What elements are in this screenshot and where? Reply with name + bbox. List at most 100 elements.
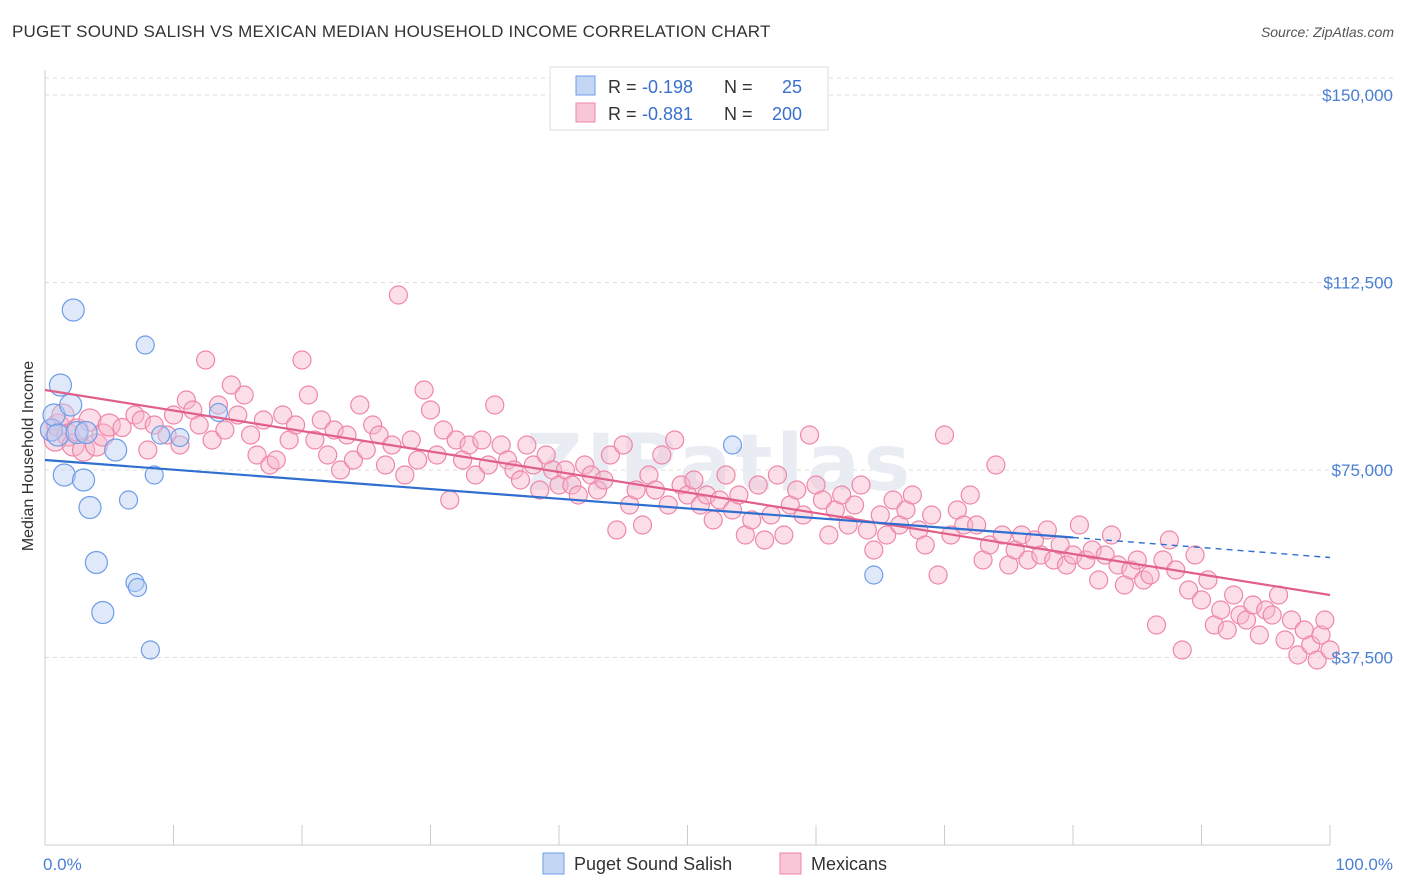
- mexicans-point: [144, 415, 164, 435]
- mexicans-point: [864, 540, 884, 560]
- mexicans-point: [427, 445, 447, 465]
- mexicans-point: [408, 450, 428, 470]
- mexicans-point: [754, 530, 775, 550]
- mexicans-point: [1281, 610, 1302, 630]
- mexicans-point: [1307, 650, 1327, 670]
- mexicans-point: [658, 495, 678, 515]
- mexicans-point: [915, 535, 935, 555]
- mexicans-point: [247, 445, 267, 465]
- mexicans-point: [774, 525, 794, 545]
- chart-title: PUGET SOUND SALISH VS MEXICAN MEDIAN HOU…: [12, 22, 771, 41]
- mexicans-point: [645, 480, 665, 500]
- mexicans-point: [587, 480, 608, 500]
- mexicans-points: [39, 285, 1340, 670]
- mexicans-point: [78, 408, 102, 432]
- salish-point: [127, 577, 148, 598]
- mexicans-point: [356, 440, 376, 460]
- bottom-legend-label-mexicans: Mexicans: [811, 854, 887, 874]
- mexicans-point: [298, 385, 319, 405]
- salish-point: [722, 435, 743, 455]
- mexicans-point: [742, 510, 762, 530]
- salish-point: [170, 427, 190, 448]
- mexicans-point: [748, 475, 768, 495]
- mexicans-point: [196, 350, 216, 370]
- bottom-legend: Puget Sound Salish Mexicans: [542, 852, 887, 875]
- trend-lines: [44, 388, 1331, 597]
- mexicans-point: [832, 485, 852, 505]
- legend-r-value-2: -0.881: [642, 104, 693, 124]
- y-tick-label: $37,500: [1332, 649, 1393, 668]
- mexicans-point: [176, 390, 196, 410]
- mexicans-point: [613, 435, 633, 455]
- salish-point: [74, 420, 98, 445]
- legend-r-label-1: R =: [608, 77, 637, 97]
- mexicans-point: [1185, 545, 1205, 565]
- mexicans-point: [485, 395, 505, 415]
- mexicans-point: [600, 445, 621, 465]
- mexicans-point: [343, 450, 363, 470]
- legend-frame: [549, 66, 829, 131]
- legend-r-label-2: R =: [608, 104, 637, 124]
- mexicans-point: [215, 420, 235, 440]
- mexicans-point: [1140, 565, 1160, 585]
- mexicans-point: [305, 430, 325, 450]
- mexicans-point: [459, 435, 479, 455]
- mexicans-point: [1159, 530, 1179, 550]
- mexicans-point: [1224, 585, 1244, 605]
- salish-point: [78, 495, 102, 520]
- mexicans-point: [671, 475, 691, 495]
- mexicans-point: [1134, 570, 1154, 590]
- mexicans-point: [1146, 615, 1167, 635]
- legend-box: R = -0.198 N = 25 R = -0.881 N = 200: [549, 66, 829, 131]
- salish-trend-extension: [1072, 536, 1331, 559]
- x-tick-label-start: 0.0%: [43, 855, 82, 874]
- y-tick-label: $75,000: [1332, 461, 1393, 480]
- salish-point: [46, 423, 70, 447]
- mexicans-point: [922, 505, 942, 525]
- mexicans-point: [851, 475, 871, 495]
- source-label: Source: ZipAtlas.com: [1260, 24, 1394, 40]
- salish-point: [59, 393, 83, 417]
- mexicans-point: [260, 455, 280, 475]
- mexicans-point: [530, 480, 550, 500]
- mexicans-point: [420, 400, 441, 420]
- mexicans-point: [1315, 610, 1335, 630]
- mexicans-point: [1275, 630, 1295, 650]
- mexicans-point: [1256, 600, 1276, 620]
- mexicans-point: [337, 425, 357, 445]
- mexicans-point: [221, 375, 241, 395]
- mexicans-point: [292, 350, 312, 370]
- salish-point: [84, 550, 109, 575]
- mexicans-point: [330, 460, 351, 480]
- salish-point: [71, 468, 96, 492]
- mexicans-point: [472, 430, 492, 450]
- mexicans-point: [1217, 620, 1237, 640]
- mexicans-point: [1311, 625, 1331, 645]
- mexicans-point: [902, 485, 922, 505]
- mexicans-point: [395, 465, 415, 485]
- mexicans-point: [575, 455, 595, 475]
- mexicans-point: [684, 470, 704, 490]
- mexicans-point: [934, 425, 955, 445]
- mexicans-point: [350, 395, 370, 415]
- mexicans-point: [202, 430, 222, 450]
- bottom-legend-swatch-salish: [542, 852, 565, 875]
- salish-point: [118, 490, 139, 510]
- mexicans-point: [960, 485, 980, 505]
- mexicans-point: [433, 420, 453, 440]
- mexicans-point: [266, 450, 286, 470]
- mexicans-point: [170, 435, 190, 455]
- mexicans-point: [363, 415, 383, 435]
- mexicans-point: [1179, 580, 1199, 600]
- salish-point: [104, 438, 128, 462]
- mexicans-point: [1230, 605, 1250, 625]
- mexicans-point: [375, 455, 396, 475]
- mexicans-point: [1211, 600, 1231, 620]
- salish-point: [151, 425, 171, 445]
- mexicans-point: [787, 480, 807, 500]
- mexicans-trend-line: [44, 388, 1331, 597]
- mexicans-point: [928, 565, 948, 585]
- x-tick-label-end: 100.0%: [1335, 855, 1393, 874]
- legend-n-value-1: 25: [782, 77, 802, 97]
- mexicans-point: [112, 417, 132, 438]
